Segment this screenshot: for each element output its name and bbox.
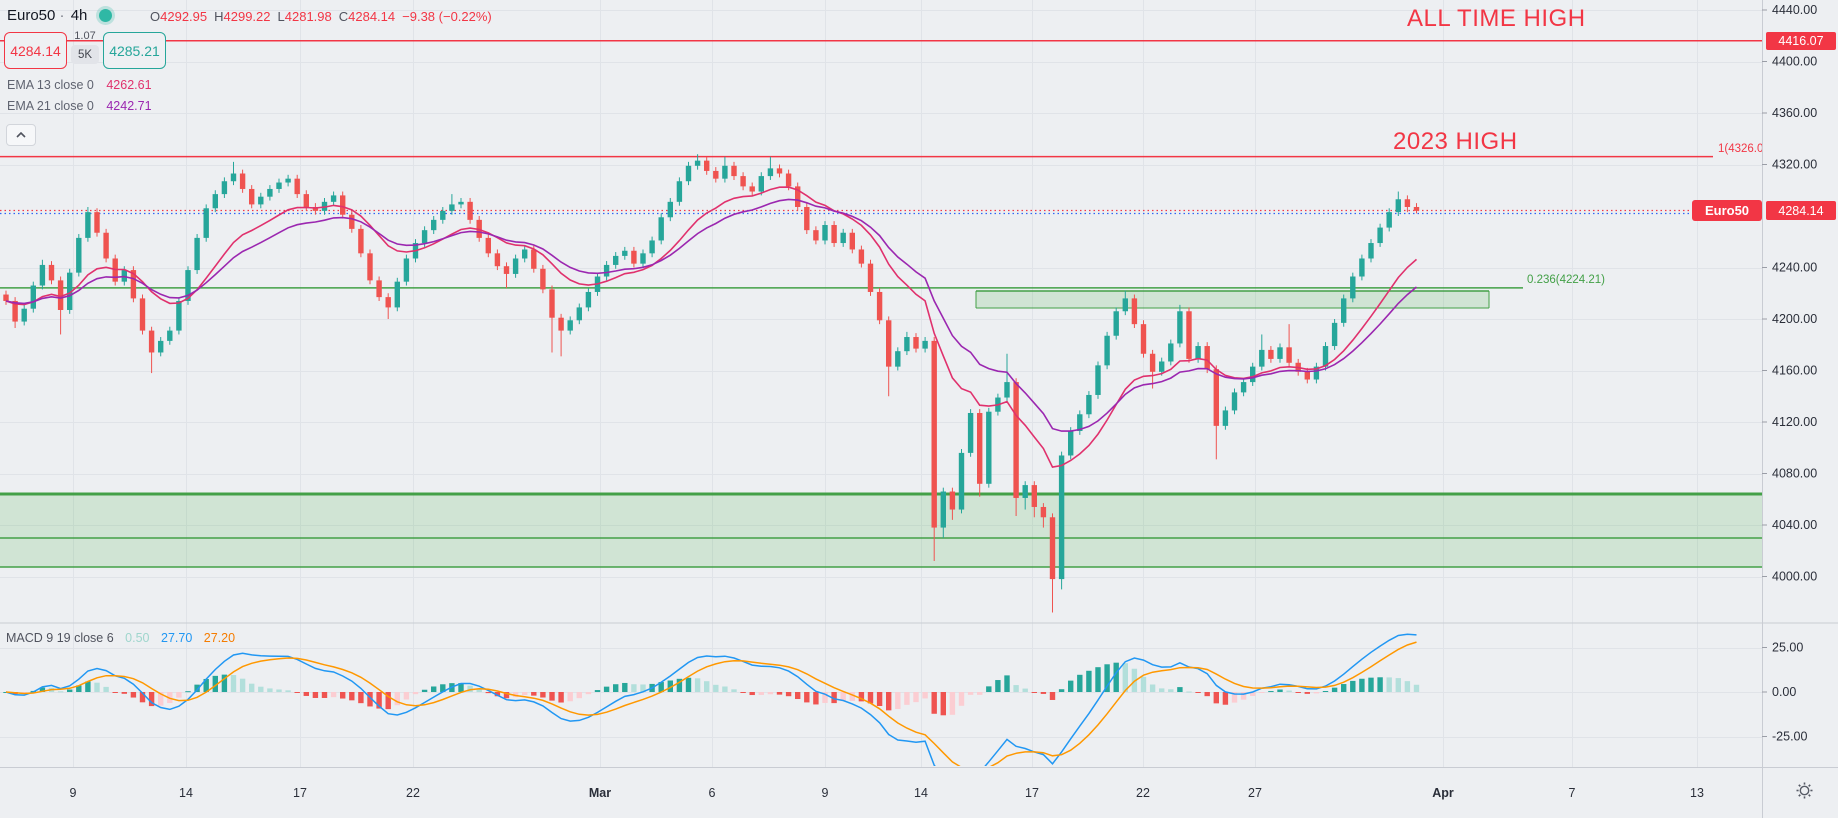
svg-text:22: 22 <box>406 786 420 800</box>
svg-text:4160.00: 4160.00 <box>1772 364 1817 378</box>
gear-icon <box>1796 782 1812 798</box>
svg-text:Mar: Mar <box>589 786 611 800</box>
interval-label[interactable]: 4h <box>70 7 88 24</box>
open-label: O <box>150 9 161 24</box>
symbol-header[interactable]: Euro50 · 4h <box>7 7 87 24</box>
svg-text:7: 7 <box>1569 786 1576 800</box>
macd-legend-row[interactable]: MACD 9 19 close 6 0.50 27.70 27.20 <box>6 631 235 645</box>
close-label: C <box>338 9 349 24</box>
lot-size-button[interactable]: 5K <box>71 45 99 64</box>
spread-value: 1.07 <box>74 30 96 42</box>
svg-text:-25.00: -25.00 <box>1772 730 1807 744</box>
high-label: H <box>214 9 224 24</box>
svg-text:4240.00: 4240.00 <box>1772 261 1817 275</box>
svg-text:4360.00: 4360.00 <box>1772 106 1817 120</box>
macd-signal-value: 27.20 <box>203 631 236 645</box>
macd-hist-value: 0.50 <box>125 631 150 645</box>
close-value: 4284.14 <box>348 9 396 24</box>
buy-button[interactable]: 4285.21 <box>103 32 166 69</box>
high-value: 4299.22 <box>223 9 271 24</box>
chevron-up-icon <box>16 132 26 138</box>
ohlc-readout: O4292.95 H4299.22 L4281.98 C4284.14 −9.38 (−… <box>150 9 499 24</box>
svg-text:6: 6 <box>709 786 716 800</box>
market-status-icon[interactable] <box>99 9 112 22</box>
svg-text:4320.00: 4320.00 <box>1772 158 1817 172</box>
symbol-price-badge: Euro50 <box>1692 200 1762 221</box>
svg-text:Apr: Apr <box>1432 786 1454 800</box>
high-2023-text[interactable]: 2023 HIGH <box>1393 128 1518 155</box>
symbol-title: Euro50 <box>7 7 56 24</box>
timezone-settings-button[interactable] <box>1793 780 1815 800</box>
svg-text:4200.00: 4200.00 <box>1772 312 1817 326</box>
macd-label: MACD 9 19 close 6 <box>6 631 114 645</box>
low-label: L <box>277 9 285 24</box>
ema13-legend-row[interactable]: EMA 13 close 0 4262.61 <box>7 78 152 92</box>
header-separator: · <box>59 7 65 24</box>
svg-text:4120.00: 4120.00 <box>1772 415 1817 429</box>
open-value: 4292.95 <box>160 9 208 24</box>
svg-text:4000.00: 4000.00 <box>1772 570 1817 584</box>
svg-text:4080.00: 4080.00 <box>1772 467 1817 481</box>
collapse-legend-button[interactable] <box>6 124 36 146</box>
svg-text:17: 17 <box>293 786 307 800</box>
sell-button[interactable]: 4284.14 <box>4 32 67 69</box>
ema13-label: EMA 13 close 0 <box>7 78 94 92</box>
ath-price-badge: 4416.07 <box>1766 32 1836 50</box>
svg-text:25.00: 25.00 <box>1772 641 1803 655</box>
svg-text:13: 13 <box>1690 786 1704 800</box>
low-value: 4281.98 <box>284 9 332 24</box>
svg-text:4440.00: 4440.00 <box>1772 3 1817 17</box>
svg-text:0.00: 0.00 <box>1772 685 1796 699</box>
fib-1-label: 1(4326.07) <box>1718 143 1762 155</box>
svg-text:14: 14 <box>179 786 193 800</box>
last-price-badge: 4284.14 <box>1766 201 1836 220</box>
all-time-high-text[interactable]: ALL TIME HIGH <box>1407 5 1586 32</box>
svg-text:27: 27 <box>1248 786 1262 800</box>
ema21-value: 4242.71 <box>106 99 152 113</box>
ema21-legend-row[interactable]: EMA 21 close 0 4242.71 <box>7 99 152 113</box>
svg-text:9: 9 <box>822 786 829 800</box>
svg-text:9: 9 <box>70 786 77 800</box>
svg-text:17: 17 <box>1025 786 1039 800</box>
macd-line-value: 27.70 <box>161 631 193 645</box>
svg-text:22: 22 <box>1136 786 1150 800</box>
svg-text:14: 14 <box>914 786 928 800</box>
ema13-value: 4262.61 <box>106 78 152 92</box>
svg-text:4400.00: 4400.00 <box>1772 55 1817 69</box>
ema21-label: EMA 21 close 0 <box>7 99 94 113</box>
fib-0236-label: 0.236(4224.21) <box>1527 274 1606 286</box>
svg-text:4040.00: 4040.00 <box>1772 518 1817 532</box>
change-value: −9.38 (−0.22%) <box>402 9 492 24</box>
